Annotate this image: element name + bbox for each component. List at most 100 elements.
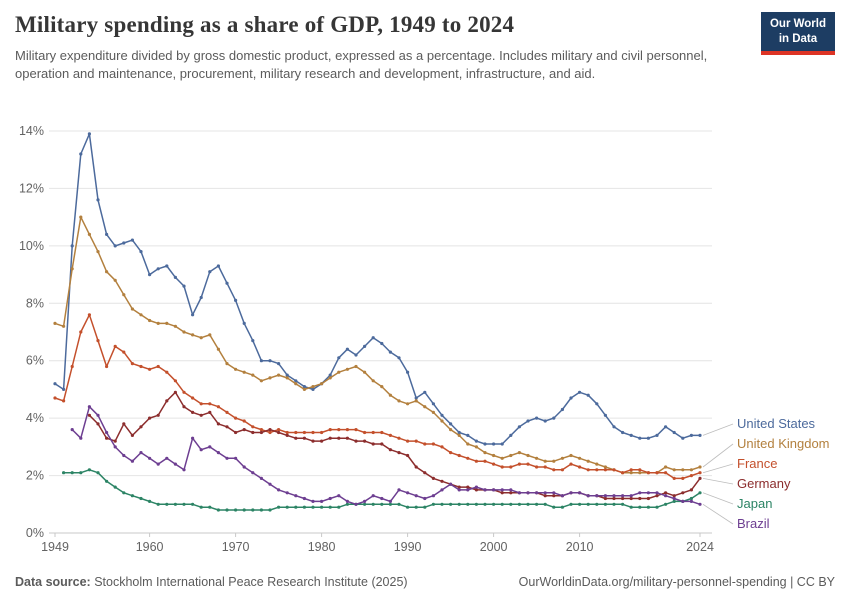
owid-logo: Our World in Data (760, 12, 835, 55)
data-point-brazil (612, 494, 616, 498)
series-line-germany (88, 391, 701, 500)
data-point-united-kingdom (517, 451, 522, 455)
data-point-france (268, 430, 272, 435)
legend-label-brazil[interactable]: Brazil (737, 516, 770, 531)
data-point-brazil (535, 491, 539, 495)
data-point-france (53, 396, 57, 400)
data-point-france (328, 428, 332, 432)
data-point-germany (672, 494, 676, 498)
data-point-united-states (569, 396, 573, 400)
data-point-united-states (423, 390, 427, 394)
data-point-united-states (363, 344, 367, 348)
data-point-brazil (681, 499, 685, 503)
data-point-japan (646, 505, 651, 509)
data-point-united-kingdom (320, 382, 324, 386)
data-point-france (337, 428, 341, 432)
data-point-germany (363, 439, 367, 443)
data-point-united-kingdom (388, 393, 392, 397)
data-point-united-states (526, 419, 530, 423)
data-point-united-states (328, 373, 332, 377)
data-point-united-kingdom (672, 468, 676, 472)
data-point-germany (638, 496, 642, 501)
data-point-united-states (345, 347, 349, 351)
data-point-france (165, 370, 169, 374)
legend-label-germany[interactable]: Germany (737, 476, 791, 491)
legend-label-united-states[interactable]: United States (737, 416, 816, 431)
data-point-japan (251, 508, 255, 512)
data-point-united-states (466, 433, 470, 437)
data-point-united-states (612, 425, 616, 429)
legend-label-japan[interactable]: Japan (737, 496, 772, 511)
series-line-united-kingdom (54, 216, 701, 474)
data-point-united-kingdom (277, 373, 281, 377)
data-point-united-states (681, 436, 685, 440)
data-point-brazil (621, 494, 625, 498)
legend-connector (702, 492, 734, 505)
data-point-brazil (406, 491, 410, 495)
legend-label-france[interactable]: France (737, 456, 777, 471)
data-point-united-kingdom (242, 370, 246, 374)
data-point-france (423, 442, 427, 446)
data-point-france (285, 430, 289, 435)
data-point-france (251, 425, 255, 429)
data-point-brazil (122, 453, 126, 458)
data-point-germany (337, 436, 341, 440)
data-point-united-kingdom (199, 336, 203, 340)
data-point-japan (474, 502, 478, 506)
data-point-france (681, 476, 685, 480)
data-point-germany (406, 453, 410, 458)
data-point-germany (689, 488, 694, 492)
data-point-japan (371, 502, 375, 506)
footer-link[interactable]: OurWorldinData.org/military-personnel-sp… (518, 575, 835, 589)
data-point-france (156, 364, 160, 369)
data-point-germany (285, 433, 289, 437)
data-point-united-kingdom (311, 385, 315, 389)
data-point-united-states (182, 284, 186, 288)
data-point-germany (199, 413, 203, 417)
data-point-united-kingdom (664, 465, 668, 469)
data-point-france (199, 402, 203, 406)
data-point-france (208, 402, 212, 406)
legend-label-united-kingdom[interactable]: United Kingdom (737, 436, 830, 451)
data-point-united-states (242, 321, 246, 325)
data-point-united-states (595, 402, 599, 406)
data-point-japan (664, 502, 668, 506)
data-point-japan (414, 505, 418, 509)
data-point-france (500, 465, 504, 469)
data-point-france (388, 433, 392, 437)
data-point-united-states (199, 295, 203, 300)
data-point-japan (191, 502, 195, 506)
data-point-japan (457, 502, 461, 506)
data-point-japan (543, 502, 547, 506)
data-point-germany (664, 491, 668, 495)
data-point-germany (612, 496, 616, 501)
data-source-label: Data source: (15, 575, 91, 589)
data-point-brazil (320, 499, 324, 503)
data-point-france (122, 350, 126, 354)
data-point-united-kingdom (543, 459, 547, 463)
data-point-japan (509, 502, 513, 506)
x-tick-label: 1960 (136, 540, 164, 554)
data-point-brazil (431, 494, 435, 498)
data-point-france (216, 405, 220, 409)
data-point-japan (199, 505, 203, 509)
data-point-brazil (251, 471, 255, 475)
data-point-japan (277, 505, 281, 509)
data-point-brazil (629, 494, 633, 498)
data-point-japan (621, 502, 625, 506)
data-point-united-kingdom (156, 321, 160, 325)
data-point-brazil (466, 488, 470, 492)
data-point-japan (586, 502, 590, 506)
data-point-brazil (543, 491, 547, 495)
data-point-germany (225, 425, 229, 429)
chart-header: Military spending as a share of GDP, 194… (15, 12, 835, 84)
owid-logo-line1: Our World (769, 18, 826, 30)
data-point-brazil (79, 436, 83, 440)
data-point-united-states (397, 356, 401, 360)
legend-connector (702, 423, 734, 436)
data-point-brazil (552, 491, 556, 495)
data-point-united-states (474, 439, 478, 443)
data-point-united-kingdom (182, 330, 186, 334)
data-point-germany (320, 439, 324, 443)
data-point-japan (259, 508, 263, 512)
